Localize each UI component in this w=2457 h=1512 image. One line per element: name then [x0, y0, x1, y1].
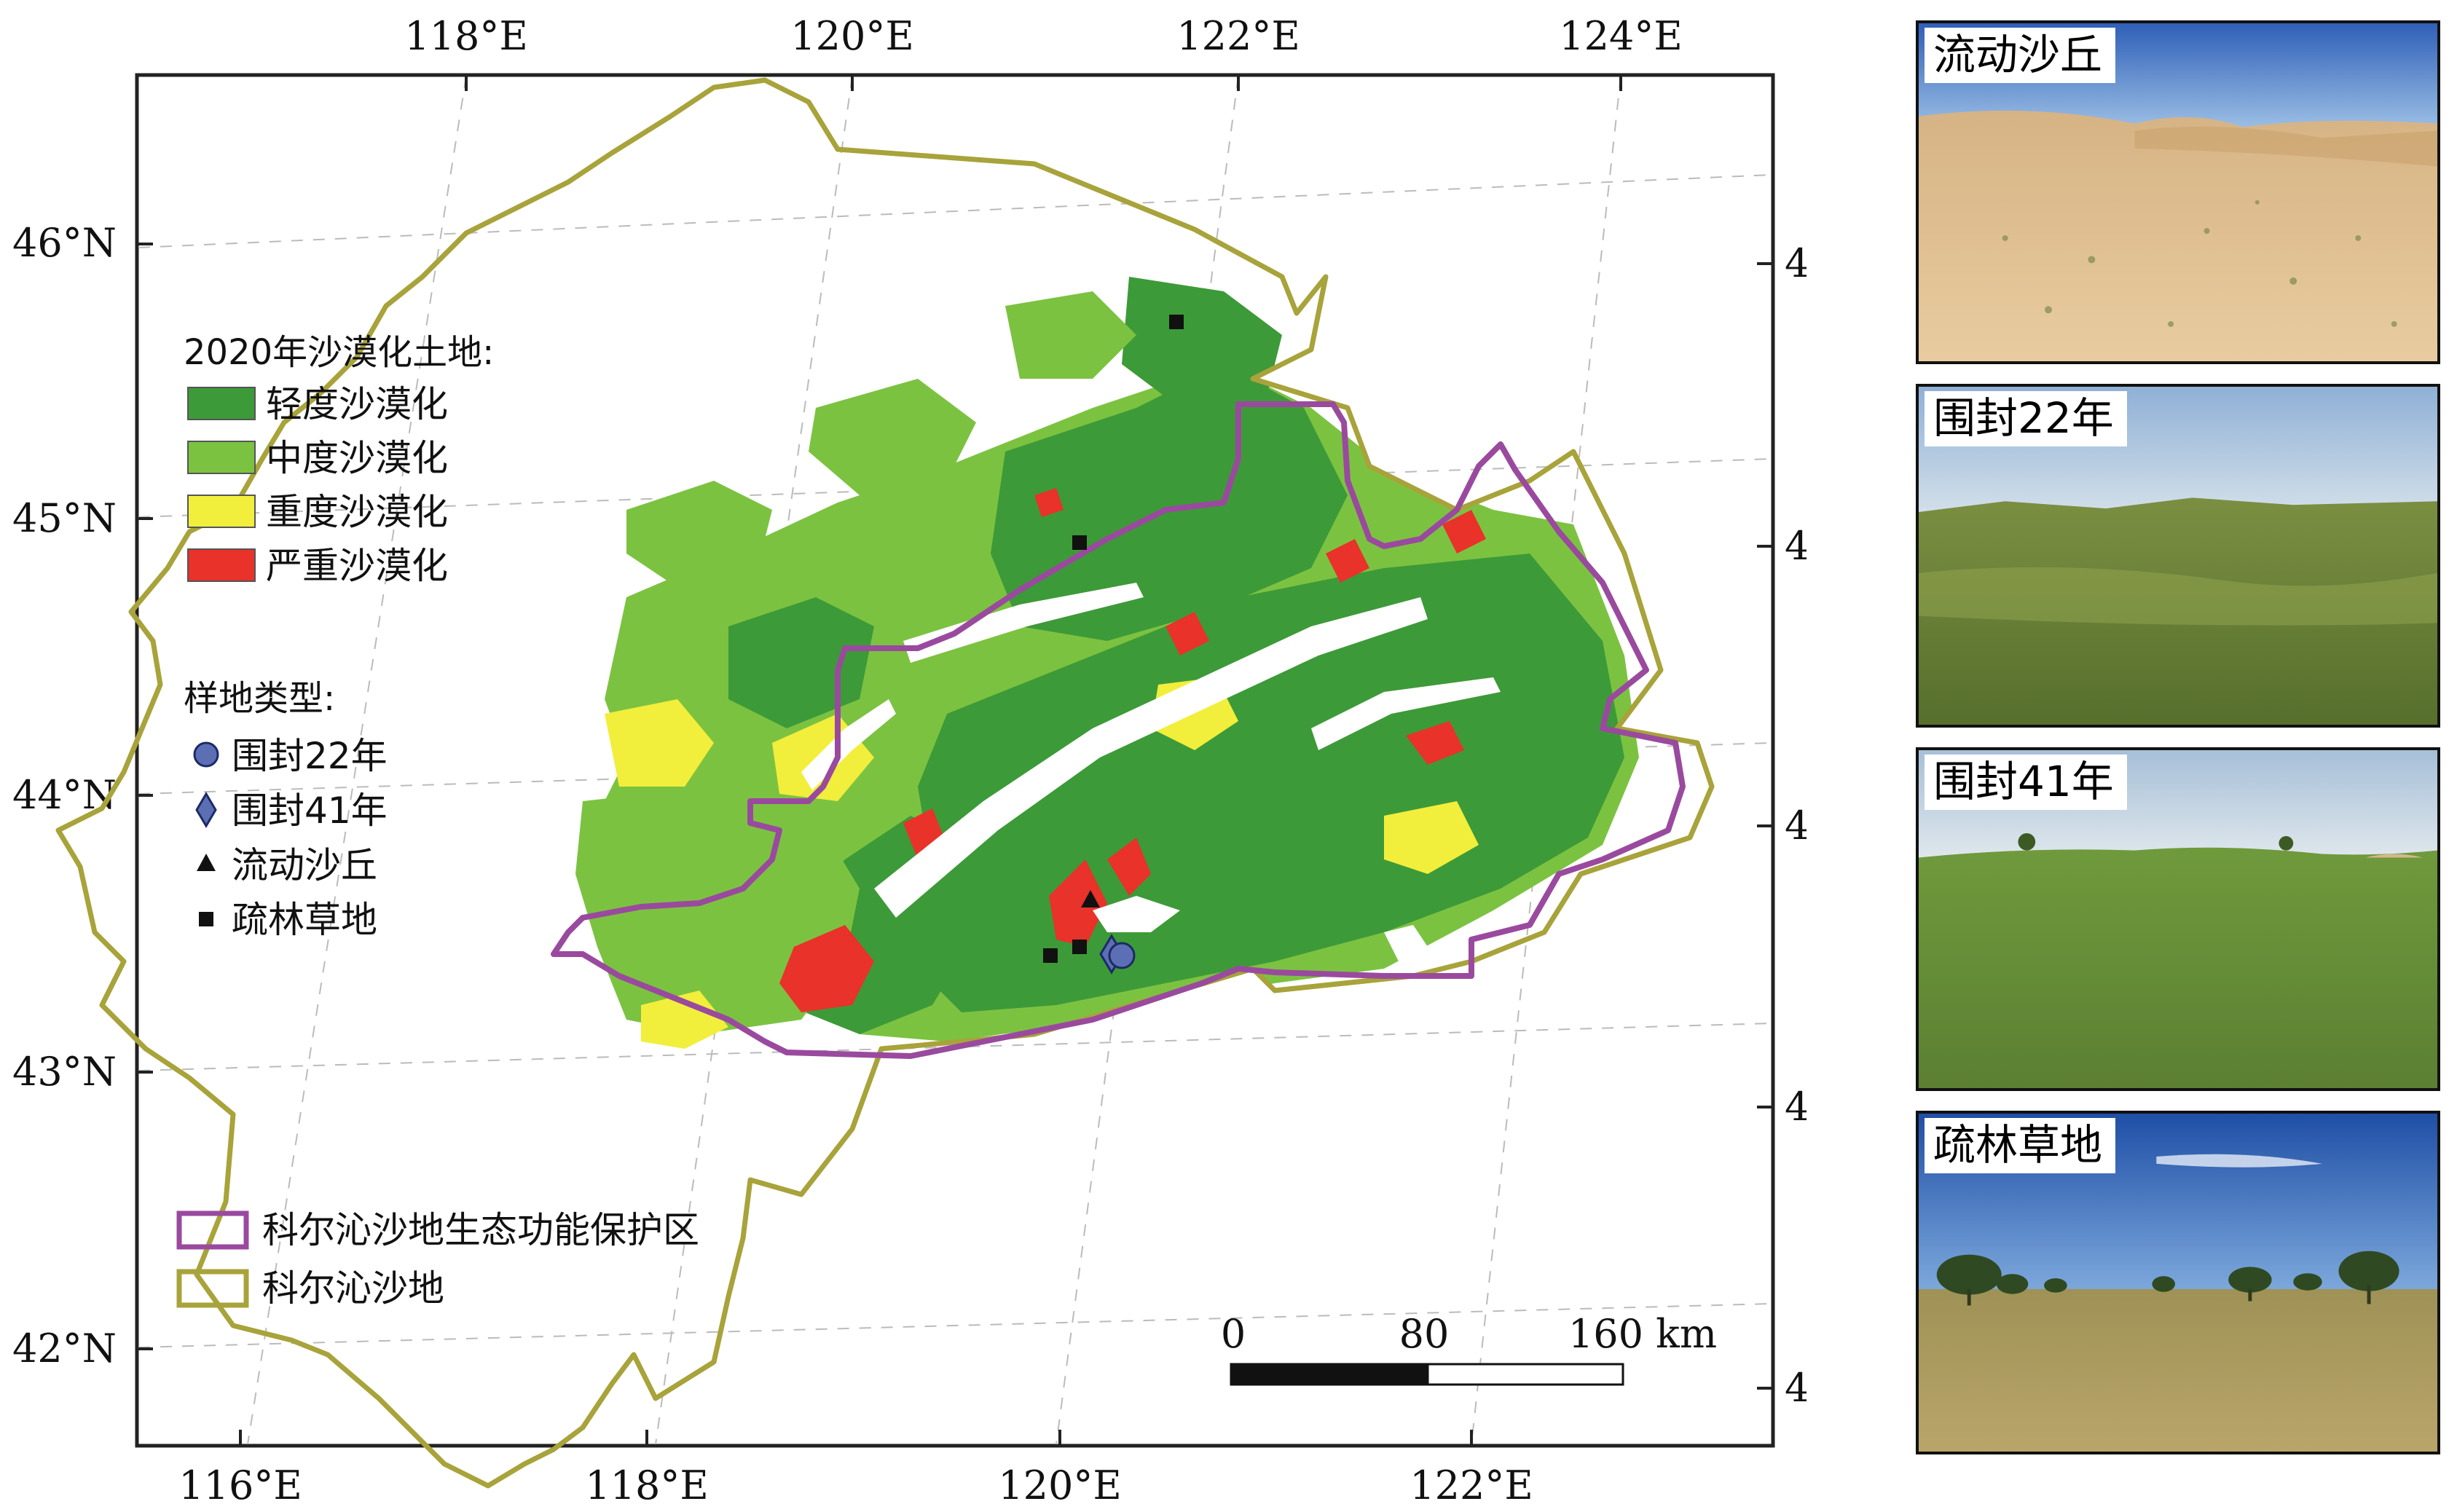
legend-swatch-extreme — [187, 548, 256, 582]
legend-item-label: 科尔沁沙地 — [262, 1267, 444, 1310]
scale-tick-label: 160 km — [1568, 1311, 1717, 1357]
bottom-axis-label: 116°E — [178, 1462, 302, 1508]
right-axis-label: 41°N — [1785, 1365, 1807, 1411]
top-axis-label: 124°E — [1559, 13, 1683, 59]
legend-swatch-sandland — [176, 1269, 249, 1308]
left-axis-label: 42°N — [12, 1326, 117, 1371]
legend-item-label: 围封41年 — [232, 790, 388, 832]
legend-swatch-light — [187, 387, 256, 420]
photo-open-woodland: 疏林草地 — [1916, 1111, 2440, 1454]
axis-ticks — [137, 75, 1773, 1446]
site-mobile-dune — [1081, 890, 1100, 907]
legend-diamond-icon — [195, 792, 217, 828]
legend-title: 2020年沙漠化土地: — [184, 332, 494, 373]
left-axis-label: 46°N — [12, 220, 117, 266]
legend-item-label: 中度沙漠化 — [266, 437, 448, 479]
photo-label: 流动沙丘 — [1925, 28, 2116, 83]
site-open-woodland — [1072, 535, 1087, 550]
legend-item-label: 疏林草地 — [232, 899, 377, 941]
scale-bar: 0 80 160 km — [1221, 1311, 1717, 1386]
left-axis-label: 43°N — [12, 1049, 117, 1095]
bottom-axis-label: 118°E — [585, 1462, 709, 1508]
top-axis-label: 118°E — [404, 13, 528, 59]
legend-item-label: 围封22年 — [232, 735, 388, 777]
bottom-axis-label: 120°E — [998, 1462, 1122, 1508]
right-axis-label: 42°N — [1785, 1084, 1807, 1130]
site-enclosed-22y — [1108, 942, 1136, 969]
legend-swatch-severe — [187, 495, 256, 528]
legend-item-label: 流动沙丘 — [232, 844, 377, 886]
bottom-axis-label: 122°E — [1410, 1462, 1533, 1508]
site-open-woodland — [1169, 315, 1184, 329]
protection-zone-boundary — [551, 401, 1686, 1059]
scale-tick-label: 0 — [1221, 1311, 1246, 1357]
top-axis-label: 120°E — [790, 13, 914, 59]
legend-item-label: 轻度沙漠化 — [266, 383, 448, 425]
legend-circle-icon — [193, 741, 219, 768]
legend-item-label: 严重沙漠化 — [266, 545, 448, 587]
photo-mobile-dune: 流动沙丘 — [1916, 20, 2440, 364]
site-open-woodland — [1072, 940, 1087, 954]
photo-label: 疏林草地 — [1925, 1118, 2116, 1173]
left-axis-label: 45°N — [12, 495, 117, 541]
map-panel: 118°E 120°E 122°E 124°E 116°E 118°E 120°… — [12, 13, 1807, 1508]
photo-enclosed-41y: 围封41年 — [1916, 747, 2440, 1091]
legend-item-label: 重度沙漠化 — [266, 491, 448, 533]
top-axis-label: 122°E — [1176, 13, 1300, 59]
photo-enclosed-22y: 围封22年 — [1916, 384, 2440, 728]
desertification-raster — [575, 277, 1639, 1049]
legend: 2020年沙漠化土地: 轻度沙漠化 中度沙漠化 重度沙漠化 严重沙漠化 样地类型… — [176, 332, 699, 1310]
right-axis-label: 43°N — [1785, 803, 1807, 848]
sample-sites — [1043, 315, 1184, 974]
right-axis-label: 45°N — [1785, 240, 1807, 286]
scale-tick-label: 80 — [1399, 1311, 1450, 1357]
photo-label: 围封22年 — [1925, 391, 2127, 446]
sandland-boundary — [55, 77, 1715, 1489]
legend-triangle-icon — [197, 854, 216, 871]
legend-item-label: 科尔沁沙地生态功能保护区 — [262, 1209, 699, 1251]
legend-title: 样地类型: — [184, 678, 335, 719]
right-axis-label: 44°N — [1785, 523, 1807, 569]
site-open-woodland — [1043, 948, 1058, 963]
legend-swatch-protection — [176, 1210, 249, 1250]
photo-label: 围封41年 — [1925, 755, 2127, 810]
legend-square-icon — [199, 912, 213, 926]
legend-swatch-moderate — [187, 441, 256, 474]
